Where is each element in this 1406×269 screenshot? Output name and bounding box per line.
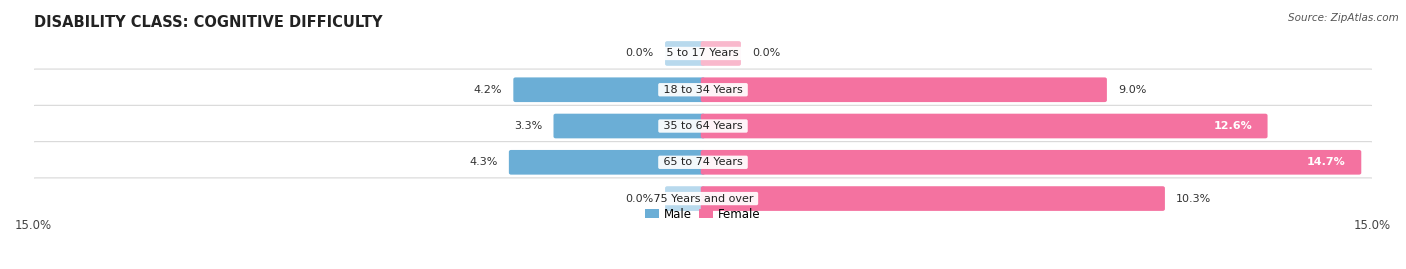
Text: Source: ZipAtlas.com: Source: ZipAtlas.com (1288, 13, 1399, 23)
FancyBboxPatch shape (31, 33, 1375, 74)
Text: 0.0%: 0.0% (626, 48, 654, 58)
Text: 18 to 34 Years: 18 to 34 Years (659, 85, 747, 95)
FancyBboxPatch shape (700, 41, 741, 66)
FancyBboxPatch shape (31, 69, 1375, 110)
FancyBboxPatch shape (665, 186, 706, 211)
Text: 12.6%: 12.6% (1213, 121, 1251, 131)
Text: 4.2%: 4.2% (474, 85, 502, 95)
FancyBboxPatch shape (700, 77, 1107, 102)
FancyBboxPatch shape (513, 77, 706, 102)
Text: 14.7%: 14.7% (1308, 157, 1346, 167)
FancyBboxPatch shape (509, 150, 706, 175)
FancyBboxPatch shape (31, 178, 1375, 219)
Text: 35 to 64 Years: 35 to 64 Years (659, 121, 747, 131)
FancyBboxPatch shape (31, 105, 1375, 147)
Text: 4.3%: 4.3% (470, 157, 498, 167)
Text: DISABILITY CLASS: COGNITIVE DIFFICULTY: DISABILITY CLASS: COGNITIVE DIFFICULTY (34, 15, 382, 30)
Text: 65 to 74 Years: 65 to 74 Years (659, 157, 747, 167)
Text: 0.0%: 0.0% (626, 194, 654, 204)
FancyBboxPatch shape (700, 186, 1166, 211)
FancyBboxPatch shape (700, 114, 1268, 138)
Text: 0.0%: 0.0% (752, 48, 780, 58)
FancyBboxPatch shape (700, 150, 1361, 175)
Text: 3.3%: 3.3% (515, 121, 543, 131)
Text: 9.0%: 9.0% (1118, 85, 1146, 95)
FancyBboxPatch shape (554, 114, 706, 138)
FancyBboxPatch shape (665, 41, 706, 66)
FancyBboxPatch shape (31, 141, 1375, 183)
Text: 10.3%: 10.3% (1175, 194, 1212, 204)
Legend: Male, Female: Male, Female (641, 203, 765, 225)
Text: 5 to 17 Years: 5 to 17 Years (664, 48, 742, 58)
Text: 75 Years and over: 75 Years and over (650, 194, 756, 204)
